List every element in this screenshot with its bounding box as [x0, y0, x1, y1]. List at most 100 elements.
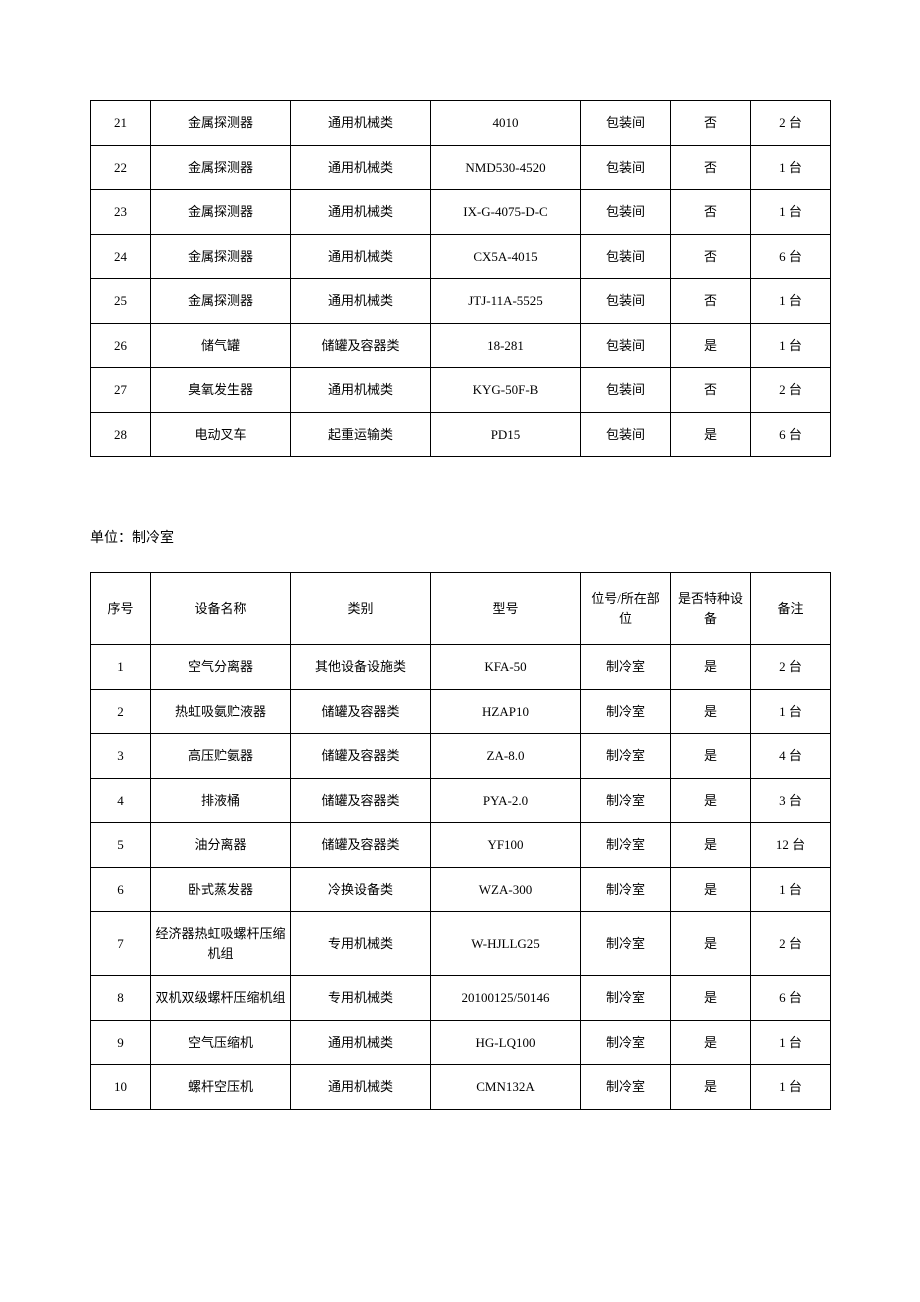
table-cell: 包装间: [581, 279, 671, 324]
table-cell: 储气罐: [151, 323, 291, 368]
table-row: 28电动叉车起重运输类PD15包装间是6 台: [91, 412, 831, 457]
table-cell: 通用机械类: [291, 145, 431, 190]
table-cell: 1 台: [751, 323, 831, 368]
table-cell: 通用机械类: [291, 1065, 431, 1110]
table-cell: 制冷室: [581, 689, 671, 734]
table-header-cell: 位号/所在部位: [581, 573, 671, 645]
table-cell: 是: [671, 1065, 751, 1110]
table-cell: 卧式蒸发器: [151, 867, 291, 912]
table-header-cell: 序号: [91, 573, 151, 645]
table-cell: 起重运输类: [291, 412, 431, 457]
table-cell: PD15: [431, 412, 581, 457]
table-cell: 1 台: [751, 145, 831, 190]
table-row: 27臭氧发生器通用机械类KYG-50F-B包装间否2 台: [91, 368, 831, 413]
table-cell: 26: [91, 323, 151, 368]
table-cell: 空气分离器: [151, 645, 291, 690]
table-cell: 是: [671, 689, 751, 734]
table-cell: 通用机械类: [291, 190, 431, 235]
table-row: 7经济器热虹吸螺杆压缩机组专用机械类W-HJLLG25制冷室是2 台: [91, 912, 831, 976]
table-cell: 包装间: [581, 101, 671, 146]
table-cell: 6 台: [751, 412, 831, 457]
table-cell: 1: [91, 645, 151, 690]
table-row: 10螺杆空压机通用机械类CMN132A制冷室是1 台: [91, 1065, 831, 1110]
table-cell: 包装间: [581, 234, 671, 279]
table-cell: 22: [91, 145, 151, 190]
table-cell: 2 台: [751, 101, 831, 146]
table-cell: YF100: [431, 823, 581, 868]
table-cell: 高压贮氨器: [151, 734, 291, 779]
table-cell: 包装间: [581, 190, 671, 235]
table-cell: 7: [91, 912, 151, 976]
table-cell: 包装间: [581, 323, 671, 368]
table-cell: 24: [91, 234, 151, 279]
table-cell: 双机双级螺杆压缩机组: [151, 976, 291, 1021]
table-cell: 包装间: [581, 368, 671, 413]
table-cell: 金属探测器: [151, 190, 291, 235]
table-cell: 储罐及容器类: [291, 323, 431, 368]
table-cell: 8: [91, 976, 151, 1021]
table-cell: 2 台: [751, 368, 831, 413]
table-cell: 3 台: [751, 778, 831, 823]
table-cell: 是: [671, 1020, 751, 1065]
table-cell: KFA-50: [431, 645, 581, 690]
table-header-cell: 类别: [291, 573, 431, 645]
table-cell: 制冷室: [581, 912, 671, 976]
table-header-cell: 型号: [431, 573, 581, 645]
table-row: 23金属探测器通用机械类IX-G-4075-D-C包装间否1 台: [91, 190, 831, 235]
table-cell: IX-G-4075-D-C: [431, 190, 581, 235]
table-cell: 电动叉车: [151, 412, 291, 457]
table-cell: KYG-50F-B: [431, 368, 581, 413]
table-cell: 23: [91, 190, 151, 235]
table-cell: 制冷室: [581, 778, 671, 823]
table-cell: W-HJLLG25: [431, 912, 581, 976]
table-cell: 通用机械类: [291, 279, 431, 324]
table-cell: 是: [671, 823, 751, 868]
table-cell: 包装间: [581, 145, 671, 190]
table-cell: 空气压缩机: [151, 1020, 291, 1065]
table-cell: 21: [91, 101, 151, 146]
table-1-body: 21金属探测器通用机械类4010包装间否2 台22金属探测器通用机械类NMD53…: [91, 101, 831, 457]
table-cell: 是: [671, 912, 751, 976]
table-cell: CX5A-4015: [431, 234, 581, 279]
table-row: 6卧式蒸发器冷换设备类WZA-300制冷室是1 台: [91, 867, 831, 912]
table-cell: 27: [91, 368, 151, 413]
table-cell: 冷换设备类: [291, 867, 431, 912]
table-row: 25金属探测器通用机械类JTJ-11A-5525包装间否1 台: [91, 279, 831, 324]
table-row: 26储气罐储罐及容器类18-281包装间是1 台: [91, 323, 831, 368]
table-cell: 臭氧发生器: [151, 368, 291, 413]
table-cell: 制冷室: [581, 867, 671, 912]
table-cell: 螺杆空压机: [151, 1065, 291, 1110]
table-cell: 制冷室: [581, 645, 671, 690]
table-cell: 否: [671, 101, 751, 146]
table-cell: 6: [91, 867, 151, 912]
table-cell: 28: [91, 412, 151, 457]
table-cell: 否: [671, 279, 751, 324]
table-cell: 4 台: [751, 734, 831, 779]
table-cell: 4010: [431, 101, 581, 146]
table-cell: 否: [671, 145, 751, 190]
table-cell: 9: [91, 1020, 151, 1065]
table-2-body: 序号设备名称类别型号位号/所在部位是否特种设备备注1空气分离器其他设备设施类KF…: [91, 573, 831, 1110]
table-cell: 6 台: [751, 234, 831, 279]
table-cell: 10: [91, 1065, 151, 1110]
table-cell: 储罐及容器类: [291, 734, 431, 779]
table-row: 8双机双级螺杆压缩机组专用机械类20100125/50146制冷室是6 台: [91, 976, 831, 1021]
table-cell: 是: [671, 976, 751, 1021]
table-cell: NMD530-4520: [431, 145, 581, 190]
table-cell: 制冷室: [581, 1020, 671, 1065]
table-cell: 5: [91, 823, 151, 868]
table-cell: 排液桶: [151, 778, 291, 823]
table-row: 9空气压缩机通用机械类HG-LQ100制冷室是1 台: [91, 1020, 831, 1065]
table-cell: 否: [671, 190, 751, 235]
table-row: 3高压贮氨器储罐及容器类ZA-8.0制冷室是4 台: [91, 734, 831, 779]
table-cell: PYA-2.0: [431, 778, 581, 823]
equipment-table-1: 21金属探测器通用机械类4010包装间否2 台22金属探测器通用机械类NMD53…: [90, 100, 831, 457]
table-cell: 4: [91, 778, 151, 823]
table-cell: 热虹吸氨贮液器: [151, 689, 291, 734]
table-row: 5油分离器储罐及容器类YF100制冷室是12 台: [91, 823, 831, 868]
table-cell: 制冷室: [581, 976, 671, 1021]
table-cell: 通用机械类: [291, 1020, 431, 1065]
table-cell: 1 台: [751, 279, 831, 324]
table-cell: 1 台: [751, 1020, 831, 1065]
table-cell: 储罐及容器类: [291, 778, 431, 823]
